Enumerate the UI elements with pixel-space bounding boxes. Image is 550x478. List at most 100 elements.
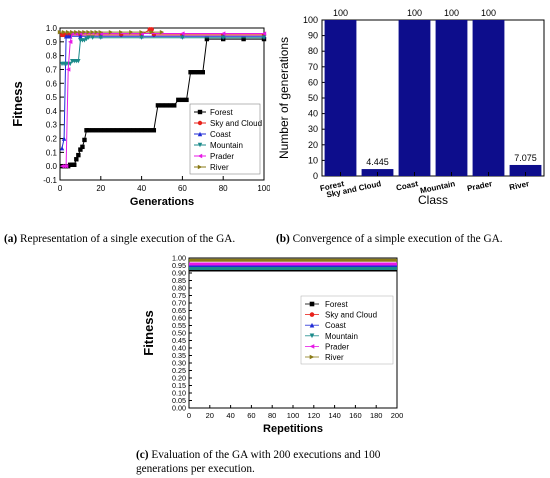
legend-box: [189, 103, 261, 175]
legend: Forest Sky and Cloud Coast Mountain Prader Ri…: [189, 103, 262, 175]
legend-marker: [197, 142, 203, 148]
data-point: [102, 128, 108, 133]
y-axis-label: Number of generations: [277, 37, 291, 159]
data-point: [94, 128, 99, 133]
data-point: [63, 163, 69, 169]
y-tick-label: 0.85: [172, 276, 186, 285]
data-point: [147, 128, 152, 133]
legend-box: [300, 295, 394, 365]
y-tick-label: 0: [313, 171, 318, 181]
x-tick-label: 40: [137, 184, 146, 193]
data-point: [241, 36, 246, 42]
data-point: [74, 157, 79, 162]
y-tick-label: 0.90: [172, 269, 186, 278]
legend-label: Coast: [210, 130, 232, 139]
data-point: [176, 97, 181, 103]
caption-a: (a) Representation of a single execution…: [4, 232, 274, 246]
y-tick-label: 100: [303, 15, 318, 25]
caption-a-text: Representation of a single execution of …: [20, 233, 236, 245]
series-line: [62, 37, 264, 65]
legend-marker: [309, 322, 315, 328]
y-tick-label: 0.80: [172, 284, 186, 293]
x-tick-label: 180: [370, 411, 383, 420]
data-point: [180, 97, 185, 103]
y-tick-label: 80: [308, 46, 318, 56]
data-point: [90, 29, 95, 35]
data-point: [155, 103, 161, 108]
data-point: [65, 29, 71, 35]
data-point: [70, 29, 75, 35]
legend-marker: [309, 312, 315, 317]
data-point: [68, 39, 73, 45]
caption-b: (b) Convergence of a simple execution of…: [276, 232, 550, 246]
legend-marker: [197, 120, 203, 126]
x-tick-label: 200: [391, 411, 404, 420]
y-tick-label: 0.45: [172, 336, 186, 345]
legend-marker: [309, 344, 315, 349]
data-point: [76, 58, 81, 64]
y-tick-label: 0.5: [46, 93, 58, 102]
data-point: [159, 103, 165, 108]
x-tick-label: 100: [287, 411, 300, 420]
caption-b-tag: (b): [276, 233, 290, 245]
data-point: [139, 128, 144, 133]
x-axis-label: Class: [418, 193, 448, 207]
data-point: [149, 27, 154, 32]
legend-label: Mountain: [325, 332, 358, 341]
bar-value-label: 100: [407, 8, 422, 18]
data-point: [57, 29, 63, 35]
data-point: [192, 70, 197, 75]
data-point: [172, 103, 177, 108]
x-tick-label: 160: [349, 411, 362, 420]
data-point: [98, 29, 103, 35]
data-point: [221, 31, 226, 36]
series-river: [57, 29, 165, 35]
y-tick-label: 0.50: [172, 329, 186, 338]
x-tick-label: 60: [247, 411, 255, 420]
y-tick-label: 1.00: [172, 254, 186, 263]
y-tick-label: 20: [308, 140, 318, 150]
y-tick-label: 0.65: [172, 306, 186, 315]
data-point: [261, 31, 267, 36]
legend-label: Forest: [210, 108, 233, 117]
x-tick-label: 40: [226, 411, 234, 420]
data-point: [76, 152, 81, 158]
y-tick-label: 0.6: [46, 79, 58, 88]
data-point: [82, 29, 87, 35]
data-point: [139, 35, 144, 40]
data-point: [78, 147, 83, 152]
y-tick-label: 0.15: [172, 381, 186, 390]
y-tick-label: 0.55: [172, 321, 186, 330]
legend-marker: [197, 131, 203, 137]
y-tick-label: 0.2: [46, 135, 58, 144]
y-tick-label: 30: [308, 124, 318, 134]
data-point: [167, 103, 173, 108]
legend-label: River: [325, 353, 344, 362]
y-tick-label: 0.75: [172, 291, 186, 300]
x-tick-label: 80: [219, 184, 228, 193]
y-tick-label: 0.10: [172, 389, 186, 398]
legend-marker: [197, 164, 203, 170]
legend-label: Prader: [210, 152, 234, 161]
y-tick-label: 10: [308, 155, 318, 165]
legend-label: Sky and Cloud: [210, 119, 262, 128]
bar: [398, 20, 431, 176]
data-point: [98, 128, 103, 133]
x-tick-label: 80: [268, 411, 276, 420]
series-forest: [59, 36, 267, 169]
y-axis-label: Fitness: [10, 81, 25, 127]
y-tick-label: 0.1: [46, 148, 58, 157]
x-tick-label: 20: [96, 184, 105, 193]
x-axis-label: Generations: [130, 196, 194, 208]
bar-value-label: 7.075: [514, 153, 537, 163]
data-point: [188, 70, 193, 75]
y-tick-label: 0.8: [46, 52, 58, 61]
fitness-generations-chart: 0 20 40 60 80 100 -0.1 0.0 0.1 0.2 0.3 0.4 0.5 0.6 0.7…: [10, 24, 270, 208]
data-point: [129, 29, 134, 35]
x-tick-label: 120: [308, 411, 321, 420]
y-tick-label: 0.4: [46, 107, 58, 116]
y-tick-label: 0.30: [172, 359, 186, 368]
y-tick-label: 0.20: [172, 374, 186, 383]
data-point: [78, 29, 83, 35]
bar: [472, 20, 505, 176]
